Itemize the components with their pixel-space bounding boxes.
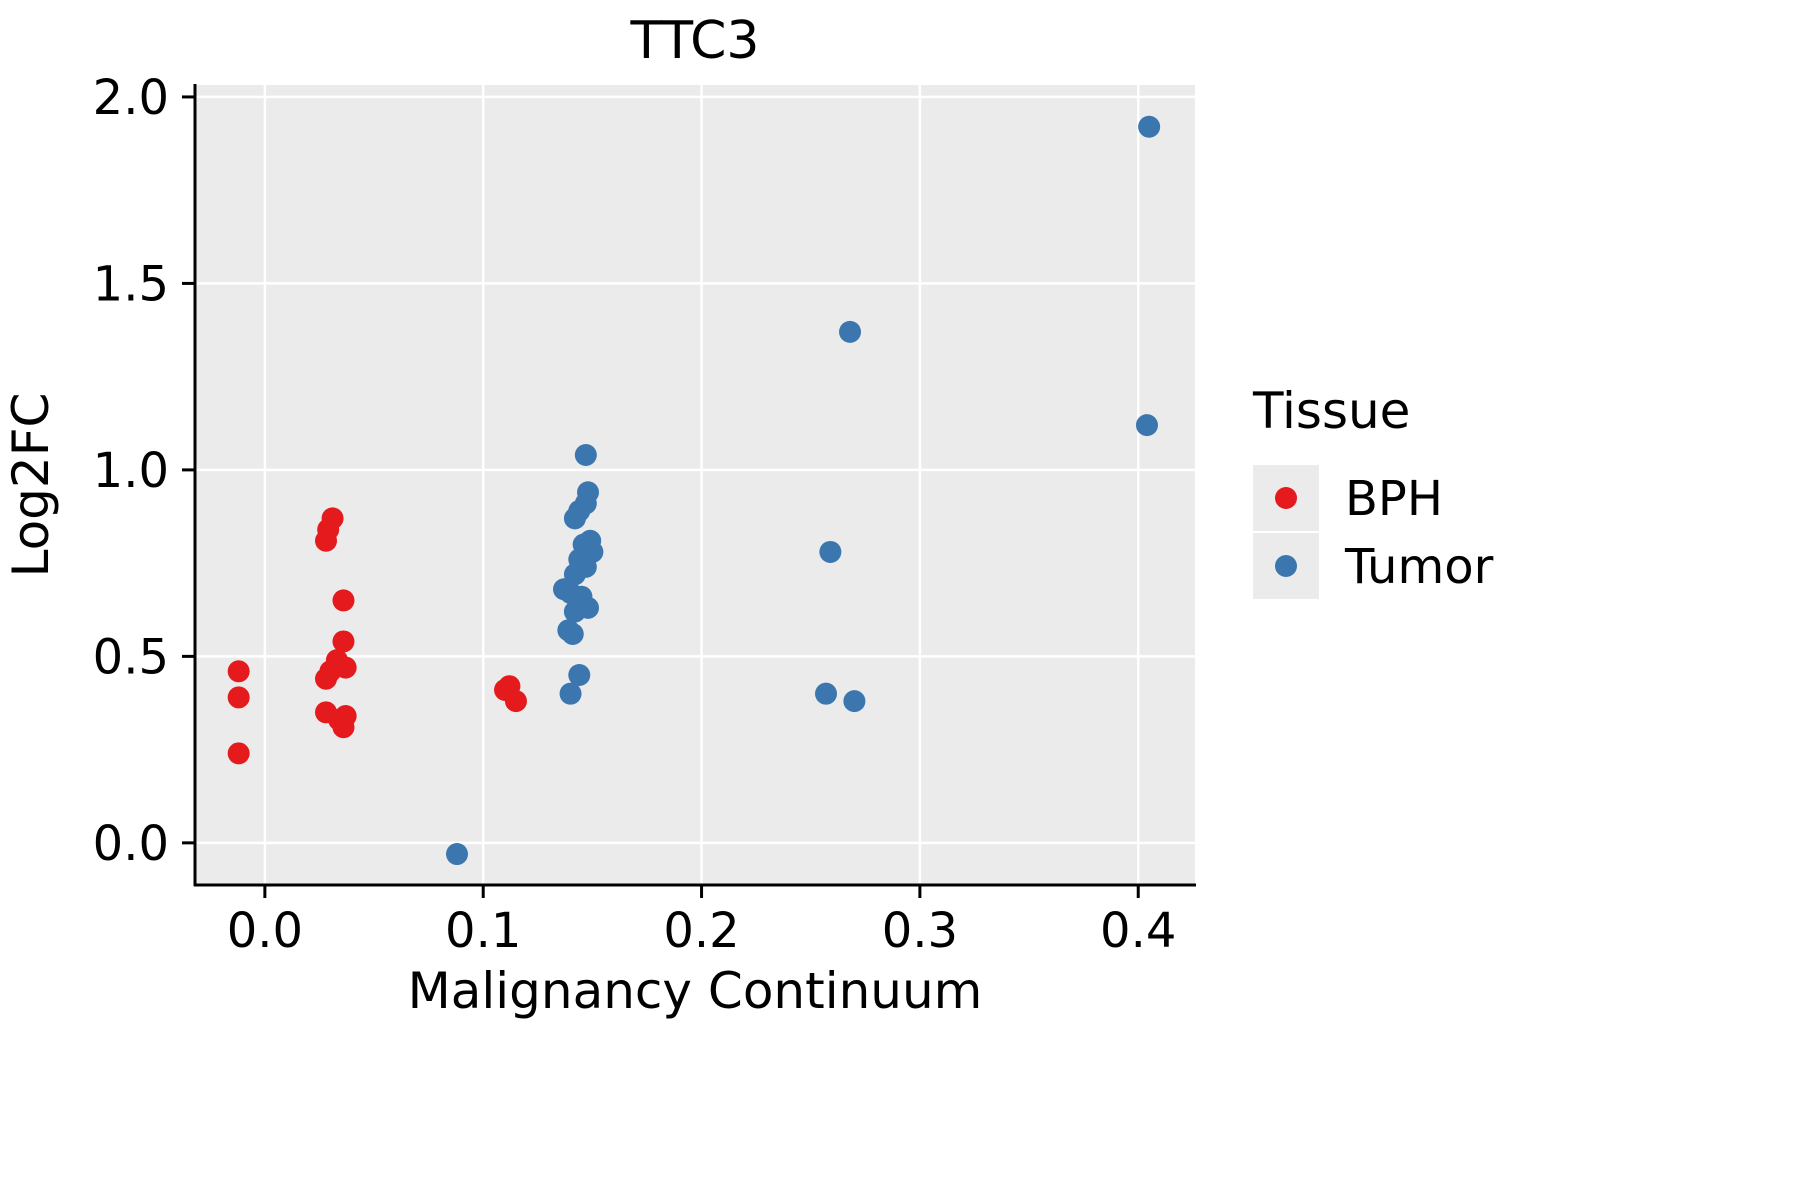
y-tick-label: 0.5 <box>93 629 169 685</box>
tick-marks <box>182 95 1140 898</box>
x-tick-label: 0.2 <box>663 903 739 959</box>
data-point-tumor <box>568 664 591 687</box>
x-tick-label: 0.3 <box>882 903 958 959</box>
y-axis-label: Log2FC <box>2 393 60 578</box>
legend-label-tumor: Tumor <box>1344 539 1494 595</box>
tumor-marker-icon <box>1275 555 1297 577</box>
data-point-tumor <box>559 682 582 705</box>
data-point-tumor <box>1135 414 1158 437</box>
chart-title: TTC3 <box>630 11 760 71</box>
data-point-tumor <box>815 682 838 705</box>
data-point-bph <box>332 716 355 739</box>
x-tick-label: 0.0 <box>227 903 303 959</box>
plot-panel <box>195 85 1195 885</box>
data-point-tumor <box>843 690 866 713</box>
data-point-bph <box>504 690 527 713</box>
legend-title: Tissue <box>1252 382 1410 440</box>
legend-entry-tumor: Tumor <box>1253 533 1494 599</box>
data-point-tumor <box>561 622 584 645</box>
data-point-tumor <box>574 443 597 466</box>
legend-label-bph: BPH <box>1345 471 1443 527</box>
data-point-tumor <box>839 320 862 343</box>
data-point-bph <box>227 742 250 765</box>
data-point-tumor <box>819 540 842 563</box>
data-point-tumor <box>1138 115 1161 138</box>
data-point-tumor <box>563 600 586 623</box>
x-tick-label: 0.4 <box>1100 903 1176 959</box>
data-points <box>227 115 1161 866</box>
axes <box>193 84 1196 887</box>
data-point-tumor <box>446 843 469 866</box>
y-tick-label: 0.0 <box>93 816 169 872</box>
tick-labels: 0.0 0.1 0.2 0.3 0.4 0.0 0.5 1.0 1.5 2.0 <box>93 70 1177 959</box>
data-point-bph <box>332 630 355 653</box>
data-point-bph <box>227 660 250 683</box>
bph-marker-icon <box>1275 487 1297 509</box>
data-point-bph <box>315 529 338 552</box>
data-point-tumor <box>563 507 586 530</box>
legend-entry-bph: BPH <box>1253 465 1443 531</box>
y-tick-label: 1.0 <box>93 443 169 499</box>
x-tick-label: 0.1 <box>445 903 521 959</box>
data-point-bph <box>315 667 338 690</box>
y-tick-label: 1.5 <box>93 256 169 312</box>
legend: Tissue BPH Tumor <box>1252 382 1494 599</box>
x-axis-label: Malignancy Continuum <box>408 962 983 1020</box>
data-point-bph <box>332 589 355 612</box>
y-tick-label: 2.0 <box>93 70 169 126</box>
data-point-bph <box>227 686 250 709</box>
gridlines <box>195 85 1195 885</box>
